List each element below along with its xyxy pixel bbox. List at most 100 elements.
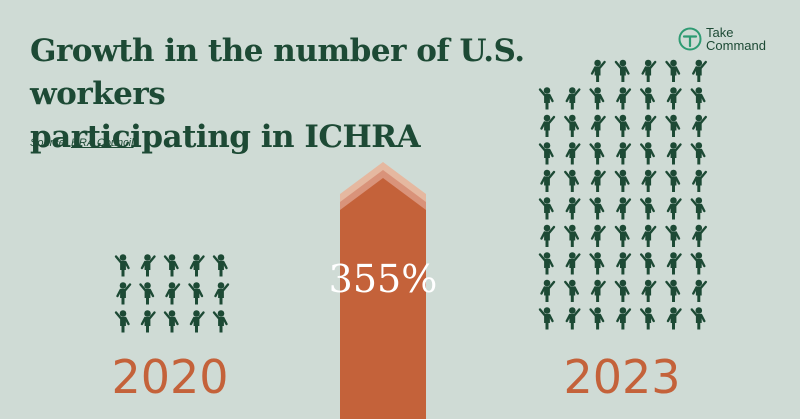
change-label: 355% — [329, 257, 438, 301]
person-icon — [641, 168, 657, 193]
person-icon — [641, 279, 657, 303]
person-icon — [589, 251, 605, 276]
person-icon — [140, 309, 156, 334]
person-icon — [692, 59, 707, 83]
year-label-2020: 2020 — [111, 350, 228, 404]
person-icon — [665, 223, 681, 248]
growth-arrow — [340, 162, 426, 419]
person-icon — [590, 168, 606, 193]
person-icon — [666, 251, 682, 276]
person-icon — [189, 253, 205, 278]
person-icon — [564, 113, 579, 138]
person-icon — [614, 59, 630, 83]
person-icon — [565, 141, 581, 166]
person-icon — [212, 253, 228, 278]
person-icon — [590, 59, 606, 83]
source-note: Source: HRA Council — [30, 137, 134, 149]
person-icon — [165, 281, 181, 306]
person-icon — [665, 168, 681, 193]
person-icon — [641, 113, 657, 138]
person-icon — [590, 223, 606, 248]
person-icon — [614, 279, 630, 303]
person-icon — [666, 306, 682, 331]
person-icon — [163, 309, 179, 334]
person-icon — [114, 253, 130, 278]
person-icon — [589, 141, 605, 166]
person-icon — [666, 141, 682, 166]
person-icon — [640, 141, 655, 166]
year-label-2023: 2023 — [563, 350, 680, 404]
person-icon — [616, 251, 632, 276]
title-line-2: participating in ICHRA — [30, 119, 421, 155]
person-icon — [540, 113, 556, 138]
person-icon — [690, 306, 706, 331]
person-icon — [665, 113, 681, 138]
person-icon — [614, 113, 630, 138]
person-icon — [565, 86, 581, 111]
person-icon — [616, 86, 632, 111]
person-icon — [540, 168, 556, 193]
person-icon — [640, 306, 655, 331]
person-icon — [614, 168, 630, 193]
person-icon — [616, 306, 632, 331]
brand-line-1: Take — [706, 25, 734, 40]
person-icon — [666, 196, 682, 221]
person-icon — [540, 223, 556, 248]
person-icon — [589, 86, 605, 111]
person-icon — [116, 281, 132, 306]
person-icon — [139, 281, 155, 306]
person-icon — [692, 168, 707, 193]
person-icon — [692, 113, 707, 138]
person-icon — [538, 251, 554, 276]
person-icon — [114, 309, 130, 334]
person-icon — [690, 86, 706, 111]
person-icon — [538, 196, 554, 221]
person-icon — [666, 86, 682, 111]
person-icon — [538, 141, 554, 166]
person-icon — [641, 223, 657, 248]
person-icon — [640, 251, 655, 276]
take-command-logo-icon — [678, 27, 702, 51]
person-icon — [540, 279, 556, 303]
title-line-1: Growth in the number of U.S. workers — [30, 33, 525, 112]
person-icon — [590, 279, 606, 303]
person-icon — [140, 253, 156, 278]
person-icon — [538, 306, 554, 331]
person-icon — [589, 306, 605, 331]
person-icon — [564, 279, 579, 303]
person-icon — [690, 196, 706, 221]
person-icon — [616, 196, 632, 221]
source-label: Source: — [30, 137, 68, 149]
person-icon — [564, 168, 579, 193]
person-icon — [640, 86, 655, 111]
brand-logo: Take Command — [678, 26, 766, 52]
brand-line-2: Command — [706, 38, 766, 53]
person-icon — [641, 59, 657, 83]
person-icon — [214, 281, 230, 306]
icons-2023 — [538, 59, 707, 331]
page-title: Growth in the number of U.S. workers par… — [30, 30, 590, 159]
person-icon — [692, 279, 707, 303]
person-icon — [212, 309, 228, 334]
person-icon — [690, 251, 706, 276]
arrow-body — [340, 178, 426, 419]
person-icon — [163, 253, 179, 278]
person-icon — [565, 251, 581, 276]
person-icon — [690, 141, 706, 166]
source-link[interactable]: HRA Council — [70, 137, 134, 149]
person-icon — [614, 223, 630, 248]
person-icon — [538, 86, 554, 111]
person-icon — [188, 281, 204, 306]
person-icon — [616, 141, 632, 166]
person-icon — [589, 196, 605, 221]
person-icon — [565, 196, 581, 221]
icons-2020 — [114, 253, 230, 334]
person-icon — [692, 223, 707, 248]
person-icon — [665, 59, 681, 83]
person-icon — [590, 113, 606, 138]
person-icon — [565, 306, 581, 331]
person-icon — [189, 309, 205, 334]
person-icon — [564, 223, 579, 248]
person-icon — [640, 196, 655, 221]
